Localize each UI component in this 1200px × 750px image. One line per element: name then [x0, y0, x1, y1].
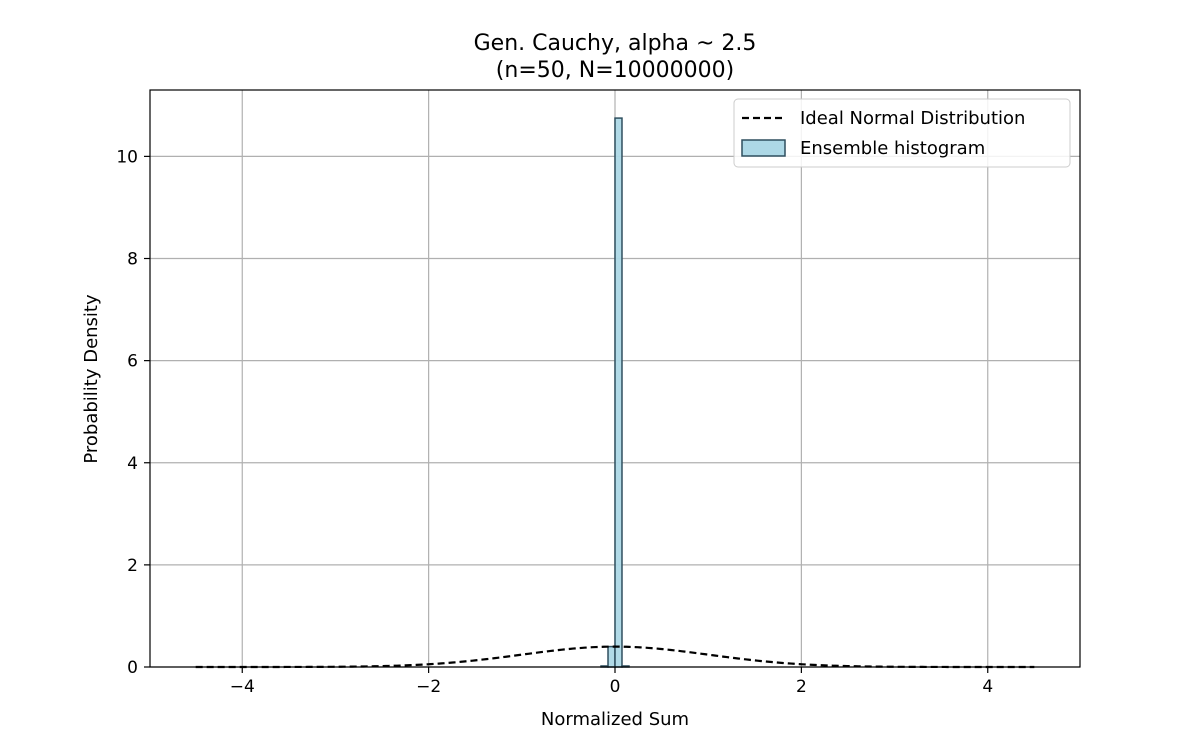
x-tick-label: 2: [796, 677, 807, 697]
y-tick-label: 2: [127, 556, 138, 576]
legend-histogram-label: Ensemble histogram: [800, 138, 985, 159]
y-tick-label: 10: [116, 147, 138, 167]
y-tick-label: 0: [127, 658, 138, 678]
y-tick-label: 4: [127, 454, 138, 474]
x-tick-label: −4: [230, 677, 255, 697]
histogram-bar: [607, 645, 616, 668]
normal-curve-line: [195, 645, 1035, 669]
legend: Ideal Normal Distribution Ensemble histo…: [733, 98, 1071, 168]
plot-area: [195, 117, 1035, 669]
x-axis-label: Normalized Sum: [541, 709, 689, 730]
chart-subtitle: (n=50, N=10000000): [496, 58, 734, 83]
axis-ticks: −4 −2 0 2 4 0 2 4 6 8 10: [116, 147, 993, 697]
y-axis-label: Probability Density: [81, 294, 102, 464]
histogram-bar: [614, 117, 623, 668]
x-tick-label: −2: [416, 677, 441, 697]
legend-box: [733, 98, 1071, 168]
legend-normal-label: Ideal Normal Distribution: [800, 108, 1025, 129]
axes-frame: [149, 89, 1081, 668]
y-tick-label: 8: [127, 250, 138, 270]
y-tick-label: 6: [127, 352, 138, 372]
x-tick-label: 0: [610, 677, 621, 697]
chart-title: Gen. Cauchy, alpha ~ 2.5: [474, 31, 757, 56]
legend-histogram-swatch: [741, 139, 786, 157]
x-tick-label: 4: [982, 677, 993, 697]
